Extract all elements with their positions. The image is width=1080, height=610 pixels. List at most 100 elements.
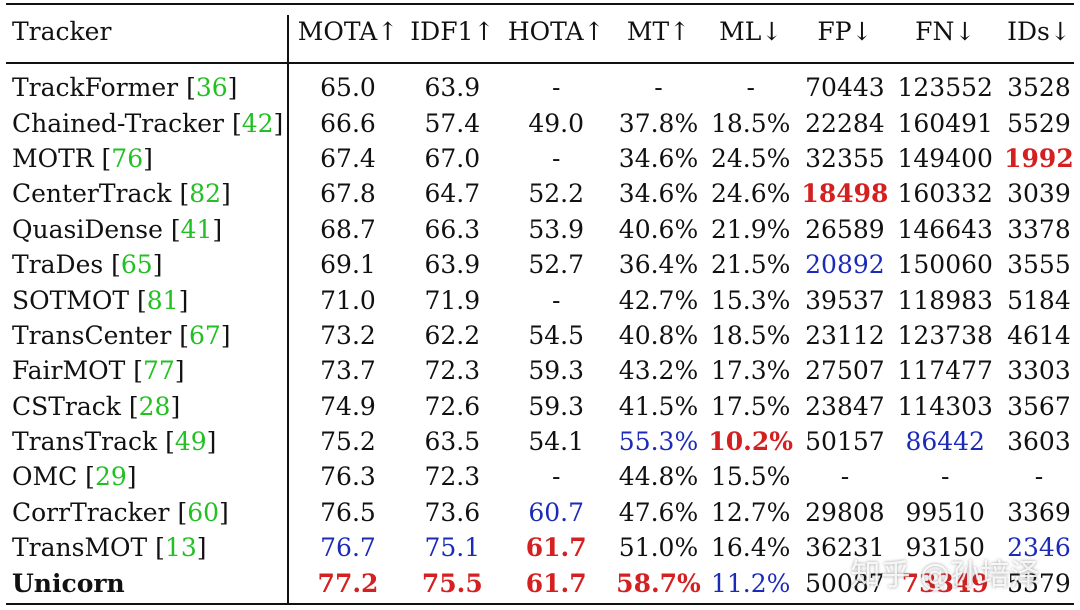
tracker-name-cell: CenterTrack [82] [12,179,231,209]
tracker-name: CenterTrack [12,179,172,209]
metric-cell: 36.4% [618,250,699,280]
tracker-name-cell: MOTR [76] [12,143,153,173]
metric-cell: 61.7 [525,568,587,598]
table-row: Unicorn 77.2 75.5 61.7 58.7% 11.2% 50087 73349 5… [0,565,1080,600]
header-rule [6,62,1074,64]
tracker-name-cell: TraDes [65] [12,250,163,280]
metric-cell: - [1034,462,1044,492]
metric-cell: 54.1 [528,427,585,457]
metric-cell: 40.8% [618,320,699,350]
metric-cell: 18498 [801,179,889,209]
metric-cell: 160491 [897,108,993,138]
metric-cell: 66.3 [424,214,481,244]
metric-cell: 51.0% [618,533,699,563]
tracker-name: MOTR [12,143,94,173]
metric-cell: 12.7% [710,497,791,527]
metric-cell: 17.5% [710,391,791,421]
metric-cell: 67.0 [424,143,481,173]
metric-cell: 40.6% [618,214,699,244]
metric-cell: 86442 [905,427,985,457]
col-header-mt: MT↑ [626,16,691,46]
tracker-name: TrackFormer [12,73,179,103]
citation-ref: 76 [111,143,144,173]
metric-cell: - [654,73,663,103]
metric-cell: 65.0 [320,73,376,103]
metric-cell: 3378 [1007,214,1071,244]
metric-cell: 73.6 [424,497,481,527]
metric-cell: - [551,462,561,492]
metric-cell: 5379 [1007,568,1071,598]
metric-cell: 52.2 [528,179,585,209]
tracker-name: FairMOT [12,356,126,386]
tracker-name: TraDes [12,250,104,280]
metric-cell: 71.9 [424,285,481,315]
metric-cell: 74.9 [320,391,376,421]
table-row: SOTMOT [81] 71.0 71.9 - 42.7% 15.3% 39537 11898… [0,282,1080,317]
table-row: TraDes [65] 69.1 63.9 52.7 36.4% 21.5% 20892 15… [0,247,1080,282]
metric-cell: 99510 [905,497,985,527]
metric-cell: 5529 [1007,108,1071,138]
metric-cell: 22284 [805,108,885,138]
table-body: TrackFormer [36] 65.0 63.9 - - - 70443 123552 35… [0,62,1080,601]
metric-cell: 62.2 [424,320,481,350]
metric-cell: 23112 [805,320,885,350]
metric-cell: 3528 [1007,73,1071,103]
metric-cell: 63.5 [424,427,481,457]
metric-cell: 2346 [1007,533,1071,563]
table-row: FairMOT [77] 73.7 72.3 59.3 43.2% 17.3% 27507 1… [0,353,1080,388]
tracker-name-cell: TransTrack [49] [12,427,217,457]
metric-cell: 29808 [805,497,885,527]
tracker-name-cell: TrackFormer [36] [12,73,238,103]
table-row: TrackFormer [36] 65.0 63.9 - - - 70443 123552 35… [0,62,1080,105]
metric-cell: 75.5 [421,568,483,598]
metric-cell: 10.2% [708,427,794,457]
metric-cell: 118983 [897,285,993,315]
citation-ref: 60 [187,497,220,527]
metric-cell: 68.7 [320,214,376,244]
metric-cell: 67.4 [320,143,376,173]
top-rule [6,3,1074,5]
citation-ref: 81 [146,285,179,315]
metric-cell: 77.2 [317,568,379,598]
metric-cell: 55.3% [618,427,699,457]
citation-ref: 82 [189,179,222,209]
metric-cell: - [840,462,850,492]
metric-cell: 52.7 [528,250,585,280]
metric-cell: 123552 [897,73,993,103]
tracker-name-cell: CorrTracker [60] [12,497,229,527]
table-row: MOTR [76] 67.4 67.0 - 34.6% 24.5% 32355 149400 1… [0,141,1080,176]
metric-cell: 24.6% [710,179,791,209]
metric-cell: 71.0 [320,285,376,315]
metric-cell: 3369 [1007,497,1071,527]
col-header-ml: ML↓ [719,16,783,46]
metric-cell: - [940,462,950,492]
col-header-fn: FN↓ [915,16,976,46]
citation-ref: 67 [188,320,221,350]
metric-cell: 146643 [897,214,993,244]
table-row: CorrTracker [60] 76.5 73.6 60.7 47.6% 12.7% 29… [0,495,1080,530]
citation-ref: 13 [164,533,197,563]
metric-cell: 41.5% [618,391,699,421]
metric-cell: 72.3 [424,462,481,492]
metric-cell: 117477 [897,356,993,386]
metric-cell: 17.3% [710,356,791,386]
metric-cell: 73.7 [320,356,376,386]
metric-cell: 57.4 [424,108,481,138]
citation-ref: 41 [180,214,213,244]
metric-cell: 59.3 [528,356,585,386]
metric-cell: 1992 [1004,143,1074,173]
metric-cell: 21.5% [710,250,791,280]
table-row: CSTrack [28] 74.9 72.6 59.3 41.5% 17.5% 23847 1… [0,389,1080,424]
metric-cell: 5184 [1007,285,1071,315]
tracker-name-cell: QuasiDense [41] [12,214,223,244]
metric-cell: 60.7 [528,497,585,527]
metric-cell: 18.5% [710,108,791,138]
tracker-name: Unicorn [12,568,125,598]
tracker-name-cell: Unicorn [0,565,291,600]
metric-cell: 27507 [805,356,885,386]
tracker-name: OMC [12,462,78,492]
tracker-name: TransMOT [12,533,148,563]
metric-cell: 69.1 [320,250,376,280]
citation-ref: 29 [94,462,127,492]
